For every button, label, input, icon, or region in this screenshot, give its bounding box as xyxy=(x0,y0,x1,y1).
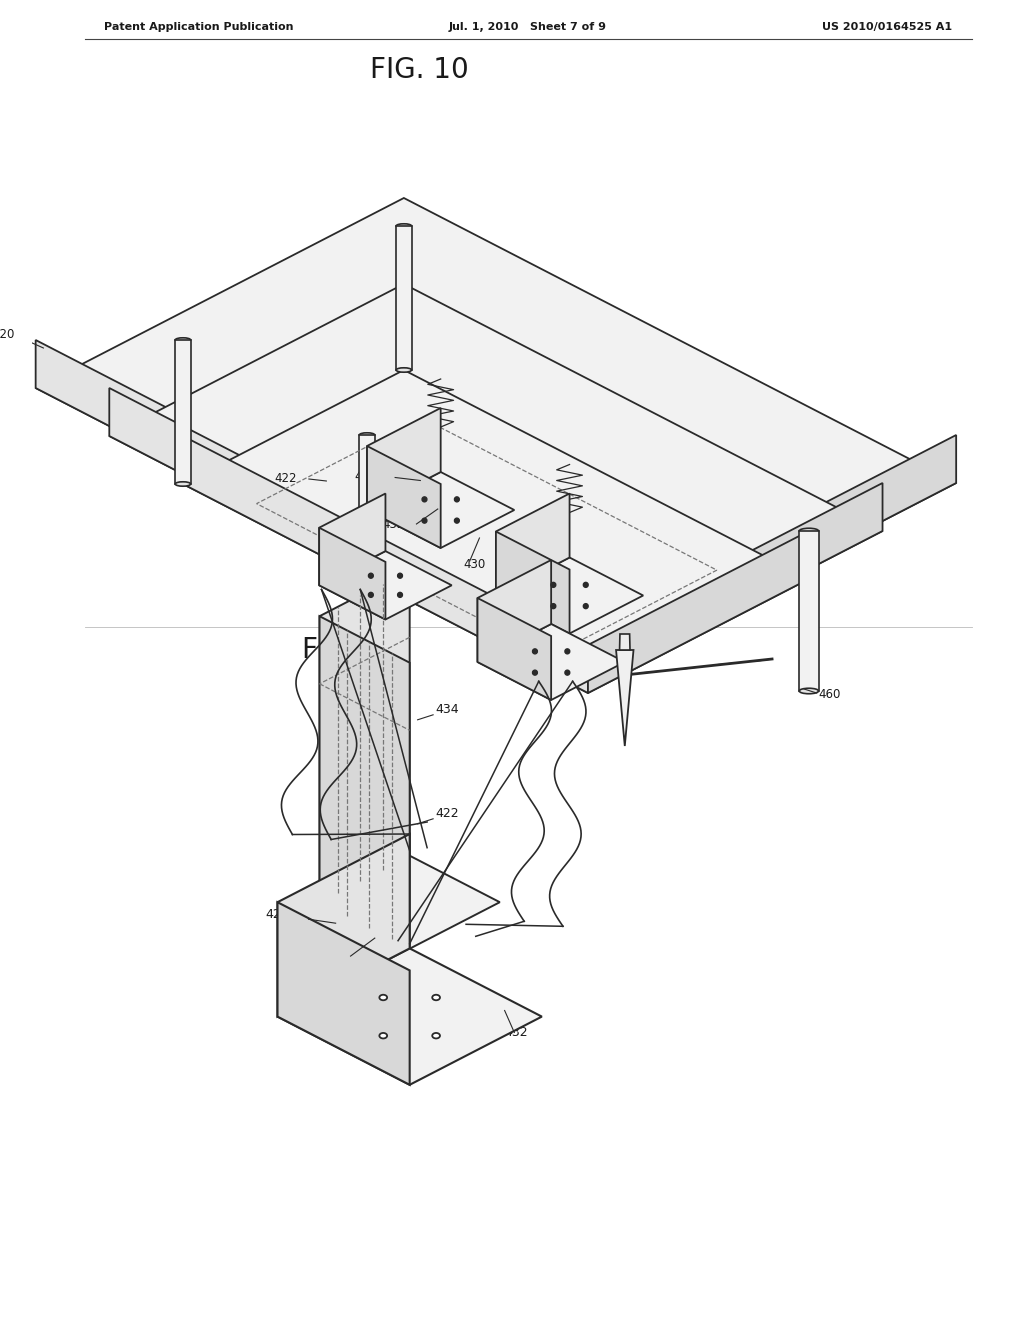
Polygon shape xyxy=(319,494,385,585)
Polygon shape xyxy=(477,598,551,700)
Circle shape xyxy=(422,519,427,523)
Polygon shape xyxy=(360,611,374,627)
Polygon shape xyxy=(319,855,500,949)
Circle shape xyxy=(565,649,569,653)
Circle shape xyxy=(565,671,569,675)
Circle shape xyxy=(455,519,460,523)
Text: 434: 434 xyxy=(435,702,459,715)
Ellipse shape xyxy=(396,224,412,228)
Ellipse shape xyxy=(799,688,818,694)
Polygon shape xyxy=(359,436,375,611)
Circle shape xyxy=(369,593,374,598)
Circle shape xyxy=(532,649,538,653)
Text: Jul. 1, 2010   Sheet 7 of 9: Jul. 1, 2010 Sheet 7 of 9 xyxy=(449,22,607,32)
Polygon shape xyxy=(477,624,625,700)
Polygon shape xyxy=(367,473,514,548)
Polygon shape xyxy=(36,198,956,673)
Ellipse shape xyxy=(396,368,412,372)
Polygon shape xyxy=(496,532,569,634)
Polygon shape xyxy=(496,557,643,634)
Polygon shape xyxy=(175,341,190,484)
Text: 432: 432 xyxy=(383,517,404,531)
Circle shape xyxy=(551,582,556,587)
Circle shape xyxy=(584,582,588,587)
Text: FIG. 10: FIG. 10 xyxy=(370,55,469,84)
Polygon shape xyxy=(367,408,440,510)
Polygon shape xyxy=(319,528,385,619)
Text: 422: 422 xyxy=(435,807,459,820)
Polygon shape xyxy=(278,902,410,1085)
Polygon shape xyxy=(477,560,551,663)
Text: 430: 430 xyxy=(463,558,485,572)
Polygon shape xyxy=(588,531,809,693)
Polygon shape xyxy=(396,226,412,370)
Ellipse shape xyxy=(175,482,190,486)
Polygon shape xyxy=(110,388,588,682)
Polygon shape xyxy=(588,436,956,673)
Text: 432: 432 xyxy=(505,1026,528,1039)
Polygon shape xyxy=(183,370,809,693)
Polygon shape xyxy=(799,531,818,690)
Circle shape xyxy=(369,573,374,578)
Text: 422: 422 xyxy=(274,471,297,484)
Ellipse shape xyxy=(432,995,440,1001)
Polygon shape xyxy=(278,834,410,1016)
Polygon shape xyxy=(278,948,542,1085)
Ellipse shape xyxy=(799,528,818,533)
Polygon shape xyxy=(367,446,440,548)
Text: FIG. 11: FIG. 11 xyxy=(302,636,400,664)
Text: US 2010/0164525 A1: US 2010/0164525 A1 xyxy=(822,22,952,32)
Polygon shape xyxy=(496,494,569,595)
Polygon shape xyxy=(319,616,410,949)
Polygon shape xyxy=(110,284,883,682)
Polygon shape xyxy=(616,649,634,746)
Ellipse shape xyxy=(359,433,375,437)
Polygon shape xyxy=(36,341,588,673)
Circle shape xyxy=(422,496,427,502)
Text: 424: 424 xyxy=(265,908,289,921)
Text: 424: 424 xyxy=(354,470,377,483)
Ellipse shape xyxy=(359,609,375,614)
Circle shape xyxy=(397,573,402,578)
Circle shape xyxy=(455,496,460,502)
Ellipse shape xyxy=(175,338,190,342)
Circle shape xyxy=(397,593,402,598)
Polygon shape xyxy=(183,436,588,693)
Circle shape xyxy=(532,671,538,675)
Polygon shape xyxy=(361,611,373,681)
Ellipse shape xyxy=(379,995,387,1001)
Text: Patent Application Publication: Patent Application Publication xyxy=(104,22,294,32)
Circle shape xyxy=(584,603,588,609)
Ellipse shape xyxy=(432,1034,440,1039)
Text: 460: 460 xyxy=(818,688,841,701)
Text: 430: 430 xyxy=(313,948,338,961)
Polygon shape xyxy=(588,483,883,682)
Polygon shape xyxy=(319,570,410,902)
Ellipse shape xyxy=(379,1034,387,1039)
Circle shape xyxy=(551,603,556,609)
Polygon shape xyxy=(319,552,452,619)
Text: 420: 420 xyxy=(0,327,14,341)
Polygon shape xyxy=(620,634,630,649)
